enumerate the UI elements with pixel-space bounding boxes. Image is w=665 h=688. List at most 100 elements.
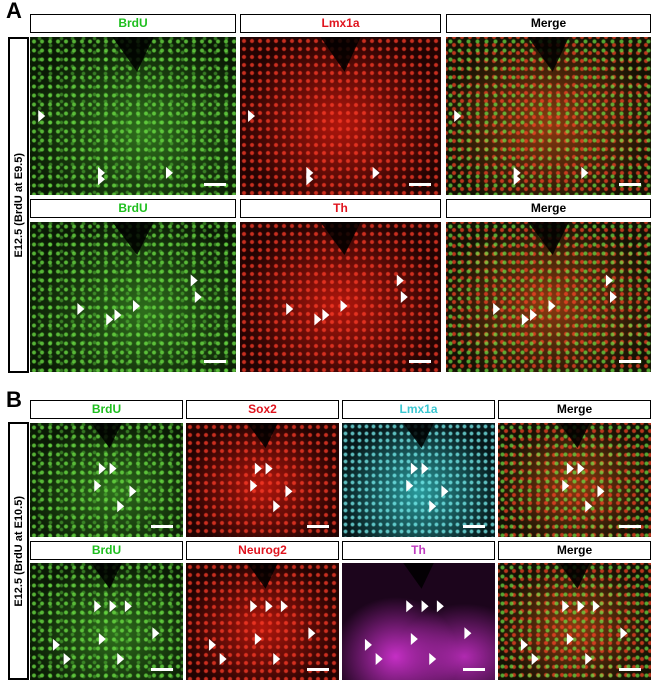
arrowheads	[77, 274, 202, 326]
arrowheads	[406, 462, 449, 513]
micrograph	[186, 563, 339, 680]
arrowhead	[133, 300, 140, 312]
arrowhead	[208, 638, 216, 651]
arrowhead	[219, 652, 227, 665]
scale-bar	[409, 183, 431, 186]
arrowhead	[406, 479, 414, 492]
arrowhead	[63, 652, 71, 665]
arrowhead	[400, 291, 408, 303]
channel-header: Sox2	[186, 400, 339, 419]
scale-bar	[151, 668, 173, 671]
arrowhead	[531, 652, 539, 665]
scale-bar	[463, 668, 485, 671]
channel-header: Lmx1a	[342, 400, 495, 419]
arrowhead	[493, 303, 501, 315]
micrograph	[30, 563, 183, 680]
arrowhead	[314, 313, 322, 326]
side-label-box: E12.5 (BrdU at E9.5)	[8, 37, 29, 373]
arrowhead	[530, 309, 538, 321]
side-label-box: E12.5 (BrdU at E10.5)	[8, 422, 29, 680]
arrowhead	[396, 274, 404, 287]
micrograph	[342, 423, 495, 537]
side-label: E12.5 (BrdU at E9.5)	[12, 152, 25, 258]
arrowhead	[581, 166, 589, 179]
arrowhead	[521, 313, 529, 326]
arrowhead	[308, 627, 316, 640]
arrowhead	[117, 500, 125, 513]
channel-header: Merge	[446, 14, 651, 33]
arrowhead	[265, 600, 273, 613]
arrowhead	[421, 600, 429, 613]
arrowhead	[273, 500, 281, 513]
arrowhead	[117, 652, 125, 665]
micrograph	[240, 37, 441, 195]
arrowhead	[52, 638, 60, 651]
channel-header: Neurog2	[186, 541, 339, 560]
arrowhead	[585, 500, 593, 513]
channel-header: BrdU	[30, 199, 236, 218]
arrowheads	[454, 110, 589, 186]
channel-header: Merge	[498, 541, 651, 560]
arrowhead	[605, 274, 613, 287]
micrograph	[498, 423, 651, 537]
side-label: E12.5 (BrdU at E10.5)	[12, 495, 25, 607]
arrowhead	[273, 652, 281, 665]
arrowhead	[254, 462, 262, 475]
arrowhead	[152, 627, 160, 640]
arrowhead	[577, 600, 585, 613]
arrowhead	[592, 600, 600, 613]
arrowhead	[421, 462, 429, 475]
channel-header: Th	[342, 541, 495, 560]
arrowhead	[248, 110, 256, 122]
arrowhead	[109, 600, 117, 613]
micrograph	[446, 37, 651, 195]
arrowhead	[97, 173, 105, 186]
arrowhead	[441, 485, 449, 498]
micrograph	[30, 423, 183, 537]
micrograph	[30, 222, 236, 372]
arrowhead	[585, 652, 593, 665]
channel-header: BrdU	[30, 541, 183, 560]
arrowhead	[194, 291, 202, 303]
arrowhead	[109, 462, 117, 475]
arrowhead	[513, 173, 521, 186]
scale-bar	[619, 525, 641, 528]
arrowhead	[436, 600, 444, 613]
arrowhead	[562, 479, 570, 492]
arrowhead	[322, 309, 330, 321]
arrowhead	[114, 309, 122, 321]
micrograph	[30, 37, 236, 195]
arrowhead	[454, 110, 462, 122]
arrowhead	[286, 303, 294, 315]
arrowhead	[165, 166, 173, 179]
arrowhead	[94, 600, 102, 613]
scale-bar	[619, 668, 641, 671]
scale-bar	[307, 668, 329, 671]
arrowhead	[106, 313, 114, 326]
arrowhead	[610, 291, 617, 303]
arrowhead	[306, 173, 314, 186]
scale-bar	[619, 183, 641, 186]
arrowhead	[265, 462, 273, 475]
arrowheads	[38, 110, 173, 186]
arrowhead	[410, 633, 418, 646]
arrowhead	[429, 500, 437, 513]
channel-header: BrdU	[30, 14, 236, 33]
arrowhead	[98, 462, 106, 475]
arrowhead	[597, 485, 605, 498]
micrograph	[342, 563, 495, 680]
arrowheads	[94, 462, 137, 513]
scale-bar	[409, 360, 431, 363]
arrowhead	[620, 627, 628, 640]
arrowhead	[364, 638, 372, 651]
scale-bar	[463, 525, 485, 528]
arrowhead	[190, 274, 198, 287]
arrowhead	[566, 633, 574, 646]
arrowheads	[286, 274, 408, 326]
scale-bar	[204, 183, 226, 186]
panel-label: B	[6, 387, 22, 412]
channel-header: Merge	[446, 199, 651, 218]
arrowhead	[250, 600, 258, 613]
arrowheads	[364, 600, 472, 665]
